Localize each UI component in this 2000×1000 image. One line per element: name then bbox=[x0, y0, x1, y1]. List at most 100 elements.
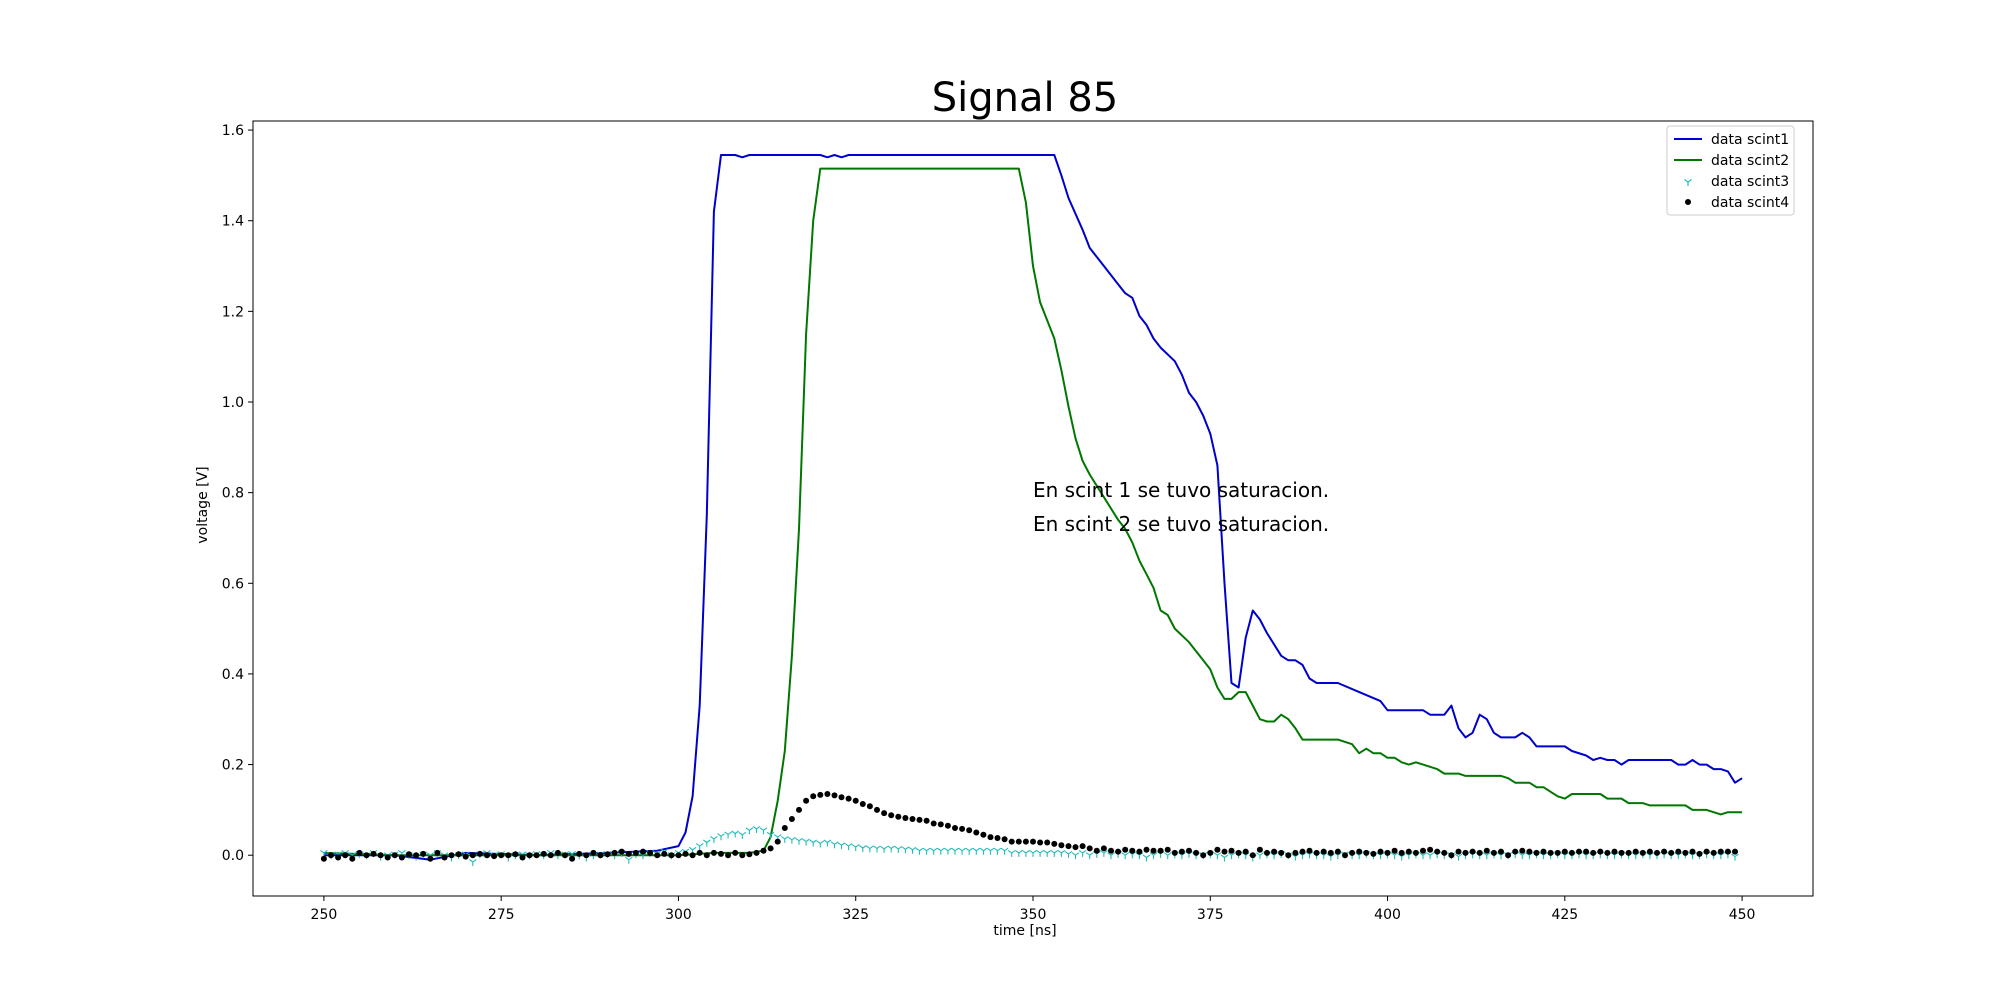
data-point-scint4 bbox=[1086, 845, 1093, 852]
legend-label-scint3: data scint3 bbox=[1711, 174, 1789, 190]
data-point-scint4 bbox=[788, 816, 795, 822]
data-point-scint4 bbox=[1072, 844, 1079, 851]
data-point-scint4 bbox=[1583, 848, 1590, 855]
data-point-scint3 bbox=[844, 843, 853, 851]
data-point-scint4 bbox=[1242, 848, 1249, 855]
data-point-scint3 bbox=[1163, 852, 1172, 860]
data-point-scint4 bbox=[1334, 848, 1341, 855]
data-point-scint4 bbox=[1171, 849, 1178, 856]
data-point-scint3 bbox=[759, 827, 768, 835]
data-point-scint3 bbox=[1326, 853, 1335, 861]
data-point-scint3 bbox=[915, 847, 924, 855]
data-point-scint4 bbox=[859, 801, 866, 807]
data-point-scint4 bbox=[866, 803, 873, 810]
data-point-scint3 bbox=[1454, 853, 1463, 861]
data-point-scint4 bbox=[1271, 848, 1278, 855]
data-point-scint4 bbox=[1547, 849, 1554, 856]
data-point-scint4 bbox=[562, 852, 568, 859]
data-point-scint4 bbox=[1342, 852, 1348, 859]
data-point-scint4 bbox=[1249, 852, 1256, 859]
data-point-scint4 bbox=[1037, 839, 1044, 846]
x-tick-label: 425 bbox=[1551, 907, 1578, 923]
data-point-scint4 bbox=[852, 797, 859, 804]
data-point-scint4 bbox=[987, 834, 994, 841]
data-point-scint4 bbox=[1278, 849, 1285, 856]
data-point-scint3 bbox=[837, 842, 846, 850]
data-point-scint4 bbox=[874, 806, 880, 813]
data-point-scint4 bbox=[1597, 848, 1604, 855]
data-point-scint4 bbox=[328, 852, 334, 859]
data-point-scint4 bbox=[1668, 849, 1675, 856]
x-tick-label: 400 bbox=[1374, 907, 1401, 923]
data-point-scint3 bbox=[1220, 854, 1229, 862]
data-point-scint3 bbox=[1397, 853, 1406, 861]
x-tick-label: 300 bbox=[665, 907, 692, 923]
data-point-scint4 bbox=[1356, 848, 1363, 855]
data-point-scint4 bbox=[1377, 848, 1384, 855]
data-point-scint3 bbox=[936, 847, 945, 855]
legend-marker-scint3 bbox=[1684, 179, 1692, 186]
data-point-scint4 bbox=[1157, 847, 1164, 854]
data-point-scint3 bbox=[880, 845, 888, 853]
data-point-scint3 bbox=[717, 833, 725, 841]
data-point-scint4 bbox=[1384, 849, 1391, 856]
data-point-scint4 bbox=[1462, 849, 1469, 856]
data-point-scint4 bbox=[781, 825, 788, 831]
legend-entry-scint4: data scint4 bbox=[1685, 195, 1789, 211]
y-tick-label: 1.2 bbox=[222, 304, 244, 320]
data-point-scint4 bbox=[590, 849, 597, 856]
data-point-scint4 bbox=[1001, 836, 1008, 843]
data-point-scint4 bbox=[1576, 848, 1582, 855]
data-point-scint4 bbox=[1427, 846, 1434, 853]
data-point-scint3 bbox=[979, 847, 988, 855]
data-point-scint4 bbox=[909, 816, 916, 822]
data-point-scint4 bbox=[973, 829, 980, 836]
data-point-scint4 bbox=[1533, 849, 1540, 856]
data-point-scint4 bbox=[1661, 848, 1668, 855]
data-point-scint4 bbox=[1717, 848, 1724, 855]
data-point-scint4 bbox=[1540, 848, 1547, 855]
data-point-scint3 bbox=[958, 847, 966, 855]
annotation-scint1-saturation: En scint 1 se tuvo saturacion. bbox=[1033, 478, 1329, 502]
data-point-scint4 bbox=[682, 850, 689, 857]
data-point-scint4 bbox=[320, 855, 327, 862]
series-line-scint1 bbox=[323, 154, 1743, 861]
data-point-scint4 bbox=[1150, 847, 1157, 854]
data-point-scint4 bbox=[1505, 852, 1512, 859]
data-point-scint3 bbox=[802, 838, 810, 846]
data-point-scint3 bbox=[1107, 852, 1115, 860]
data-point-scint4 bbox=[1115, 848, 1122, 855]
data-point-scint3 bbox=[468, 859, 477, 866]
data-point-scint4 bbox=[1030, 838, 1036, 845]
data-point-scint4 bbox=[448, 852, 455, 859]
data-point-scint3 bbox=[702, 839, 711, 847]
data-point-scint4 bbox=[668, 852, 675, 859]
data-point-scint3 bbox=[823, 839, 832, 847]
data-point-scint4 bbox=[1434, 848, 1441, 855]
data-point-scint4 bbox=[476, 850, 483, 857]
data-point-scint4 bbox=[1611, 848, 1618, 855]
data-point-scint4 bbox=[1264, 849, 1270, 856]
data-point-scint3 bbox=[738, 831, 747, 839]
legend-label-scint4: data scint4 bbox=[1711, 195, 1789, 211]
data-point-scint4 bbox=[902, 815, 909, 821]
data-point-scint4 bbox=[384, 854, 391, 861]
data-point-scint4 bbox=[1441, 849, 1448, 856]
data-point-scint4 bbox=[647, 849, 654, 856]
data-point-scint4 bbox=[498, 852, 505, 859]
y-tick-label: 0.0 bbox=[222, 848, 244, 864]
data-point-scint4 bbox=[632, 849, 639, 856]
data-point-scint4 bbox=[398, 854, 405, 861]
x-axis: 250 275 300 325 350 375 400 425 450 bbox=[311, 896, 1755, 923]
data-point-scint4 bbox=[1590, 849, 1597, 856]
data-point-scint3 bbox=[894, 845, 903, 853]
data-point-scint4 bbox=[1476, 849, 1483, 856]
data-point-scint4 bbox=[427, 855, 434, 862]
data-point-scint4 bbox=[363, 852, 370, 859]
data-point-scint4 bbox=[1412, 849, 1419, 856]
data-point-scint4 bbox=[1498, 848, 1504, 855]
data-point-scint3 bbox=[1213, 852, 1222, 860]
series-line-scint2 bbox=[323, 167, 1743, 857]
data-point-scint3 bbox=[1043, 849, 1052, 857]
data-point-scint4 bbox=[959, 825, 966, 832]
